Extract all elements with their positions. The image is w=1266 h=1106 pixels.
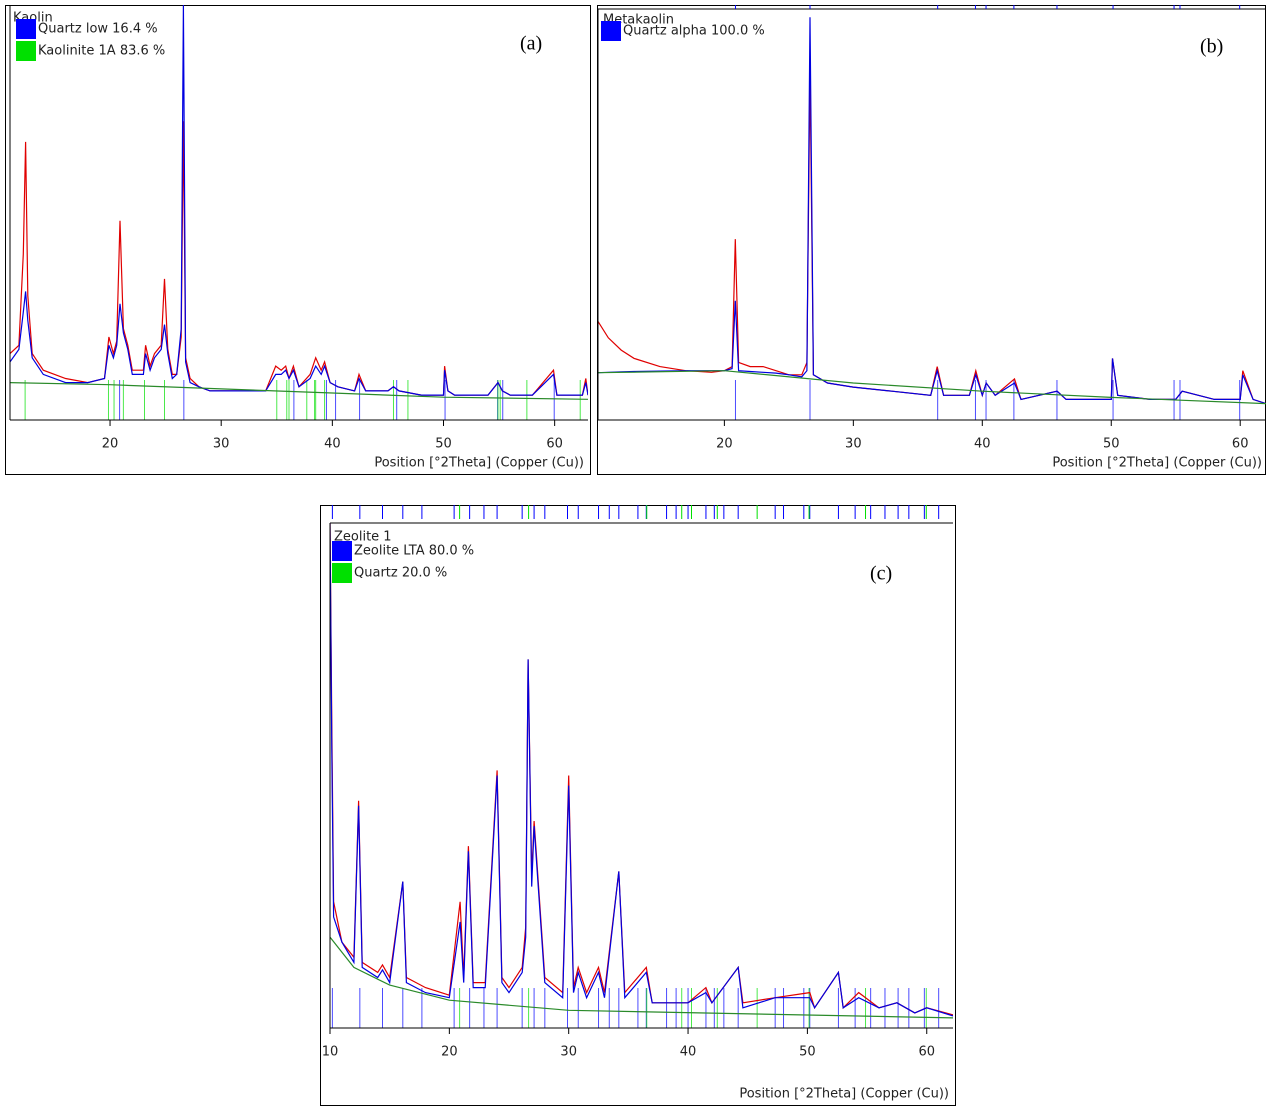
profile-line bbox=[10, 121, 588, 396]
profile-line bbox=[10, 382, 588, 400]
x-tick-label: 40 bbox=[324, 437, 341, 452]
x-tick-label: 50 bbox=[799, 1045, 816, 1060]
chart-panel: 10 20 30 40 50 60 Position [°2Theta] (Copper (… bbox=[320, 505, 956, 1106]
legend-swatch bbox=[16, 41, 36, 61]
x-tick-label: 30 bbox=[845, 437, 862, 452]
x-axis-label: Position [°2Theta] (Copper (Cu)) bbox=[1052, 456, 1262, 471]
profile-line bbox=[598, 370, 1266, 405]
legend-label: Quartz alpha 100.0 % bbox=[623, 24, 765, 39]
x-tick-label: 60 bbox=[1232, 437, 1249, 452]
x-tick-label: 40 bbox=[680, 1045, 697, 1060]
plot-area bbox=[10, 5, 588, 420]
plot-area bbox=[330, 523, 953, 1028]
profile-line bbox=[598, 70, 1266, 405]
profile-line bbox=[330, 523, 953, 1017]
legend-label: Zeolite LTA 80.0 % bbox=[354, 544, 474, 559]
x-axis-label: Position [°2Theta] (Copper (Cu)) bbox=[739, 1087, 949, 1102]
panel-label: (a) bbox=[520, 33, 542, 55]
profile-line bbox=[598, 17, 1266, 405]
panel-label: (c) bbox=[870, 563, 892, 585]
profile-line bbox=[10, 5, 588, 396]
x-tick-label: 20 bbox=[716, 437, 733, 452]
profile-line bbox=[330, 523, 953, 1016]
frame bbox=[597, 5, 1266, 475]
profile-line bbox=[330, 936, 953, 1019]
x-tick-label: 30 bbox=[213, 437, 230, 452]
legend-swatch bbox=[332, 563, 352, 583]
x-tick-label: 60 bbox=[918, 1045, 935, 1060]
x-tick-label: 20 bbox=[102, 437, 119, 452]
plot-area bbox=[598, 17, 1266, 420]
x-tick-label: 30 bbox=[560, 1045, 577, 1060]
chart-title: Zeolite 1 bbox=[334, 530, 392, 545]
x-tick-label: 60 bbox=[546, 437, 563, 452]
x-axis-label: Position [°2Theta] (Copper (Cu)) bbox=[374, 456, 584, 471]
legend-label: Quartz 20.0 % bbox=[354, 566, 447, 581]
legend-swatch bbox=[16, 19, 36, 39]
x-tick-label: 10 bbox=[322, 1045, 339, 1060]
x-tick-label: 50 bbox=[1103, 437, 1120, 452]
x-tick-label: 20 bbox=[441, 1045, 458, 1060]
legend-swatch bbox=[332, 541, 352, 561]
x-tick-label: 50 bbox=[435, 437, 452, 452]
legend-label: Quartz low 16.4 % bbox=[38, 22, 158, 37]
x-tick-label: 40 bbox=[974, 437, 991, 452]
legend-label: Kaolinite 1A 83.6 % bbox=[38, 44, 165, 59]
chart-panel: 20 30 40 50 60 Position [°2Theta] (Copper (Cu… bbox=[5, 5, 591, 475]
panel-label: (b) bbox=[1200, 36, 1223, 58]
legend-swatch bbox=[601, 21, 621, 41]
chart-panel: 20 30 40 50 60 Position [°2Theta] (Copper (Cu… bbox=[597, 5, 1266, 475]
frame bbox=[5, 5, 591, 475]
